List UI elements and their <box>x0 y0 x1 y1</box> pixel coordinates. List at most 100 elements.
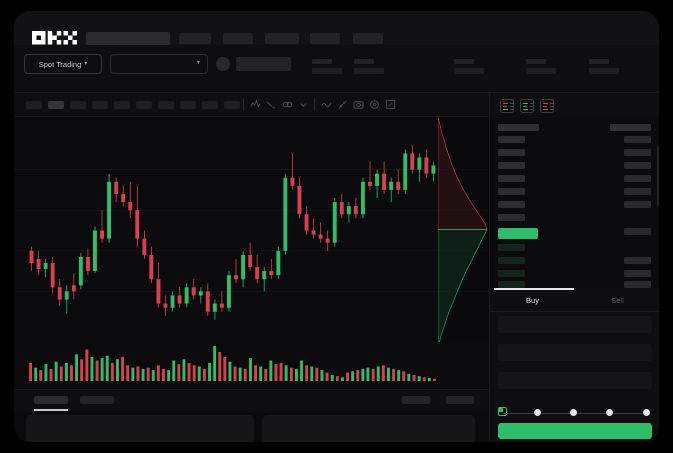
chart-toolbar <box>14 93 489 117</box>
orderbook-ask-row[interactable] <box>498 162 525 169</box>
candlestick-chart-svg <box>14 145 489 320</box>
timeframe-button-1[interactable] <box>26 101 42 109</box>
order-price-input[interactable] <box>498 316 652 333</box>
orderbook-ask-row[interactable] <box>498 188 525 195</box>
tab-sell[interactable]: Sell <box>575 288 659 312</box>
orderbook-bid-row[interactable] <box>498 270 525 277</box>
timeframe-button-2[interactable] <box>48 101 64 109</box>
orderbook-scrollbar[interactable] <box>657 146 659 206</box>
stepper-node-4[interactable] <box>643 409 650 416</box>
stat-change-value <box>312 68 342 74</box>
last-price-skeleton <box>236 57 291 71</box>
orderbook-ask-row[interactable] <box>498 201 525 208</box>
orders-tab-bar <box>14 389 489 412</box>
orderbook-ask-row[interactable] <box>498 214 525 221</box>
stepper-node-3[interactable] <box>606 409 613 416</box>
orderbook-spread-amount <box>624 228 651 235</box>
timeframe-button-3[interactable] <box>70 101 86 109</box>
orderbook-bid-amount <box>624 257 651 264</box>
stat-high-label <box>354 59 374 64</box>
place-buy-order-button[interactable] <box>498 423 652 439</box>
tab-sell-label: Sell <box>611 295 624 305</box>
ob-col-amount <box>610 124 651 131</box>
trendline-icon[interactable] <box>266 99 277 110</box>
tab-buy[interactable]: Buy <box>490 288 575 312</box>
orderbook-bid-row[interactable] <box>498 257 525 264</box>
nav-item-3[interactable] <box>265 33 299 44</box>
chevron-down-icon: ▾ <box>196 60 200 66</box>
orderbook-ask-amount <box>624 136 651 143</box>
compare-icon[interactable] <box>282 99 293 110</box>
orderbook-mode-both-icon[interactable] <box>500 99 514 113</box>
orderbook-ask-amount <box>624 175 651 182</box>
bottom-panel-left[interactable] <box>26 415 254 442</box>
orderbook-bid-row[interactable] <box>498 281 525 288</box>
active-side-indicator <box>494 288 574 290</box>
active-tab-indicator <box>34 409 68 411</box>
timeframe-button-9[interactable] <box>202 101 218 109</box>
stepper-node-2[interactable] <box>570 409 577 416</box>
camera-icon[interactable] <box>353 99 364 110</box>
order-total-input[interactable] <box>498 372 652 389</box>
app-screen: Spot Trading ▾ ▾ <box>14 11 659 442</box>
timeframe-button-4[interactable] <box>92 101 108 109</box>
orderbook-ask-row[interactable] <box>498 136 525 143</box>
orderbook-bid-amount <box>624 281 651 288</box>
orderbook-mode-asks-icon[interactable] <box>540 99 554 113</box>
fullscreen-icon[interactable] <box>385 99 396 110</box>
stat-low <box>454 59 484 74</box>
orderbook-ask-row[interactable] <box>498 149 525 156</box>
nav-item-2[interactable] <box>223 33 253 44</box>
order-amount-input[interactable] <box>498 344 652 361</box>
stepper-node-0[interactable] <box>498 407 507 416</box>
stat-high <box>354 59 384 74</box>
settings-gear-icon[interactable] <box>369 99 380 110</box>
stat-low-label <box>454 59 474 64</box>
tab-order-history[interactable] <box>80 396 114 404</box>
ticker-bar: Spot Trading ▾ ▾ <box>14 45 659 93</box>
orderbook-body[interactable] <box>490 118 659 288</box>
nav-item-4[interactable] <box>310 33 340 44</box>
bottom-action-1[interactable] <box>402 396 430 404</box>
orderbook-ask-amount <box>624 149 651 156</box>
timeframe-button-6[interactable] <box>136 101 152 109</box>
market-type-dropdown[interactable]: Spot Trading ▾ <box>24 54 102 74</box>
buy-sell-tab-bar: Buy Sell <box>490 288 659 312</box>
timeframe-button-7[interactable] <box>158 101 174 109</box>
chart-type-chevron-icon[interactable] <box>298 99 309 110</box>
stat-volume-quote <box>589 59 619 74</box>
orderbook-bid-row[interactable] <box>498 244 525 251</box>
stepper-node-1[interactable] <box>534 409 541 416</box>
global-search-input[interactable] <box>86 32 170 45</box>
bottom-panel-right[interactable] <box>262 415 475 442</box>
toolbar-divider <box>314 98 315 111</box>
bottom-panels <box>14 412 489 442</box>
magnet-icon[interactable] <box>337 99 348 110</box>
tab-buy-label: Buy <box>526 295 539 305</box>
nav-item-1[interactable] <box>179 33 211 44</box>
line-chart-icon[interactable] <box>321 99 332 110</box>
stat-volume-quote-label <box>589 59 609 64</box>
trading-pair-select[interactable]: ▾ <box>110 54 208 74</box>
timeframe-button-10[interactable] <box>224 101 240 109</box>
chevron-down-icon: ▾ <box>84 61 88 67</box>
orderbook-ask-row[interactable] <box>498 175 525 182</box>
timeframe-button-5[interactable] <box>114 101 130 109</box>
nav-item-5[interactable] <box>353 33 383 44</box>
okx-logo[interactable] <box>32 31 80 46</box>
indicator-icon[interactable] <box>250 99 261 110</box>
orderbook-ask-amount <box>624 188 651 195</box>
tab-open-orders[interactable] <box>34 396 68 404</box>
stat-change <box>312 59 342 74</box>
volume-histogram[interactable] <box>14 342 489 389</box>
top-navigation-bar <box>14 11 659 45</box>
stat-volume-base-label <box>526 59 546 64</box>
timeframe-button-8[interactable] <box>180 101 196 109</box>
bottom-action-2[interactable] <box>446 396 474 404</box>
orderbook-mode-bids-icon[interactable] <box>520 99 534 113</box>
candlestick-chart[interactable] <box>14 117 489 342</box>
amount-percent-stepper[interactable] <box>498 407 652 419</box>
stat-volume-quote-value <box>589 68 619 74</box>
stat-volume-base-value <box>526 68 556 74</box>
